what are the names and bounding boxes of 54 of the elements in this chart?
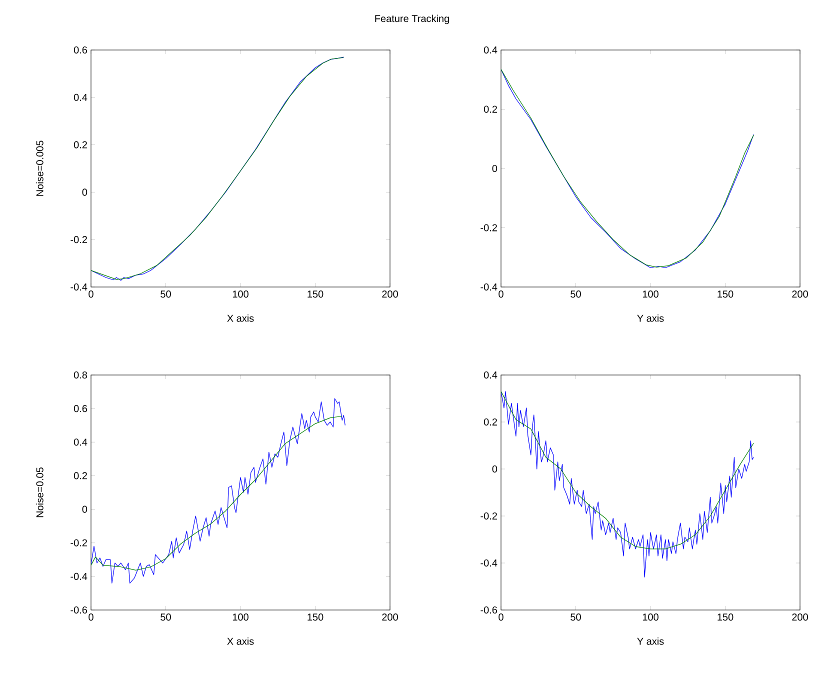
x-tick-label: 150 (308, 290, 324, 298)
text: Feature Tracking (375, 14, 449, 24)
y-axis-title: Noise=0.005 (36, 140, 44, 196)
y-tick-label: 0.4 (74, 94, 88, 101)
x-tick-label: 50 (160, 614, 171, 621)
y-axis-title: Noise=0.05 (36, 467, 44, 518)
x-tick-label: 200 (792, 290, 808, 298)
x-tick-label: 100 (232, 614, 248, 621)
x-tick-label: 100 (642, 614, 658, 621)
y-tick-label: 0.8 (74, 371, 88, 379)
y-tick-label: -0.2 (480, 512, 497, 520)
y-tick-label: 0.6 (74, 405, 88, 412)
y-tick-label: 0.4 (484, 46, 498, 54)
x-tick-label: 50 (570, 614, 581, 621)
x-tick-label: 0 (498, 290, 504, 298)
x-tick-label: 0 (88, 290, 94, 298)
x-tick-label: 50 (160, 290, 171, 298)
line-series (91, 398, 346, 584)
line-series (501, 391, 754, 578)
y-tick-label: -0.4 (480, 283, 498, 291)
y-tick-label: -0.4 (480, 559, 498, 567)
x-axis-title: X axis (227, 637, 254, 645)
x-tick-label: 150 (718, 614, 734, 621)
x-tick-label: 0 (498, 614, 504, 621)
y-tick-label: -0.4 (70, 572, 88, 580)
y-tick-label: -0.6 (480, 606, 498, 614)
x-tick-label: 50 (570, 290, 581, 298)
x-tick-label: 0 (88, 614, 94, 621)
x-tick-label: 100 (232, 290, 248, 298)
y-tick-label: 0.6 (74, 46, 88, 54)
x-axis-title: Y axis (637, 314, 664, 322)
y-tick-label: 0.2 (484, 106, 497, 113)
y-tick-label: 0 (492, 465, 498, 473)
y-tick-label: -0.4 (70, 283, 88, 291)
x-axis-title: X axis (227, 314, 254, 322)
y-tick-label: 0.2 (74, 472, 87, 480)
y-tick-label: 0 (82, 506, 88, 513)
x-axis-title: Y axis (637, 637, 664, 645)
y-tick-label: 0.4 (74, 438, 88, 446)
x-tick-label: 200 (382, 290, 398, 298)
x-tick-label: 100 (642, 290, 658, 298)
y-tick-label: -0.2 (480, 224, 497, 232)
x-tick-label: 150 (308, 614, 324, 621)
y-tick-label: 0 (82, 188, 88, 196)
y-tick-label: -0.2 (70, 236, 87, 244)
y-tick-label: -0.2 (70, 539, 87, 546)
x-tick-label: 200 (382, 614, 398, 621)
y-tick-label: -0.6 (70, 606, 88, 614)
y-tick-label: 0.4 (484, 371, 498, 379)
x-tick-label: 150 (718, 290, 734, 298)
y-tick-label: 0.2 (74, 141, 87, 148)
y-tick-label: 0 (492, 164, 498, 172)
x-tick-label: 200 (792, 614, 808, 621)
y-tick-label: 0.2 (484, 418, 497, 426)
